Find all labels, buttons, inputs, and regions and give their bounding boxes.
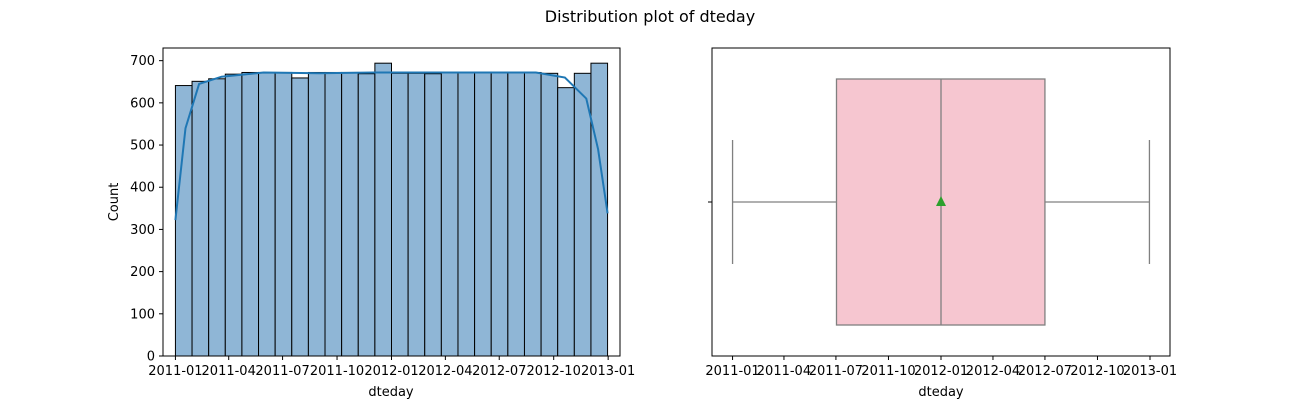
kde-line [174, 71, 609, 221]
histogram-x-tick-label: 2012-01 [364, 364, 418, 379]
histogram-y-ticks: 0 100 200 300 400 500 600 700 [130, 54, 163, 365]
histogram-bar [258, 71, 276, 357]
histogram-x-tick-label: 2013-01 [581, 364, 635, 379]
histogram-y-tick-label: 100 [130, 307, 155, 322]
histogram-y-axis-label: Count [107, 183, 122, 222]
boxplot-x-tick-label: 2011-01 [705, 364, 759, 379]
histogram-bar [357, 73, 376, 357]
histogram-x-tick-label: 2011-01 [148, 364, 202, 379]
histogram-x-tick-label: 2012-10 [527, 364, 581, 379]
histogram-bar [208, 78, 226, 357]
histogram-y-tick-label: 200 [130, 265, 155, 280]
histogram-x-tick-label: 2011-07 [255, 364, 309, 379]
boxplot-x-tick-label: 2011-07 [809, 364, 863, 379]
histogram-x-tick-label: 2011-04 [202, 364, 256, 379]
histogram-bar [573, 72, 592, 357]
histogram-bar [291, 77, 309, 357]
histogram-x-tick-label: 2012-04 [418, 364, 472, 379]
boxplot-x-tick-label: 2013-01 [1123, 364, 1177, 379]
histogram-bar [324, 71, 343, 357]
histogram-y-tick-label: 400 [130, 181, 155, 196]
boxplot-elements [731, 78, 1151, 326]
histogram-bar [341, 71, 359, 357]
boxplot-x-tick-label: 2012-07 [1018, 364, 1072, 379]
histogram-bar [507, 71, 525, 357]
histogram-bar [274, 71, 293, 357]
histogram-x-tick-label: 2012-07 [472, 364, 526, 379]
histogram-bar [457, 71, 476, 357]
histogram-y-tick-label: 500 [130, 139, 155, 154]
mean-marker [936, 196, 946, 206]
histogram-bar [391, 72, 409, 357]
histogram-bar [407, 72, 426, 357]
histogram-bar [374, 62, 392, 357]
histogram-bar [440, 71, 459, 357]
boxplot-x-tick-label: 2012-04 [966, 364, 1020, 379]
histogram-y-tick-label: 300 [130, 223, 155, 238]
histogram-x-axis-label: dteday [368, 385, 414, 400]
histogram-bar [557, 87, 575, 357]
histogram-bar [241, 71, 260, 357]
histogram-bar [474, 71, 492, 357]
histogram-x-tick-label: 2011-10 [310, 364, 364, 379]
boxplot-x-tick-label: 2012-01 [914, 364, 968, 379]
histogram-bar [307, 71, 326, 357]
histogram-bar [191, 80, 210, 357]
histogram-bar [540, 72, 559, 357]
histogram-bar [424, 73, 442, 357]
boxplot-panel: 2011-012011-042011-072011-102012-012012-… [705, 47, 1177, 400]
histogram-bar [590, 62, 609, 357]
boxplot-x-tick-label: 2011-04 [757, 364, 811, 379]
boxplot-x-axis-label: dteday [918, 385, 964, 400]
figure-title: Distribution plot of dteday [545, 7, 755, 26]
histogram-bar [224, 73, 243, 357]
boxplot-x-ticks: 2011-012011-042011-072011-102012-012012-… [705, 356, 1177, 379]
histogram-y-tick-label: 0 [147, 350, 155, 365]
histogram-bar [174, 85, 193, 357]
histogram-y-tick-label: 700 [130, 54, 155, 69]
boxplot-x-tick-label: 2012-10 [1070, 364, 1124, 379]
histogram-bars [174, 62, 609, 357]
histogram-bar [490, 71, 509, 357]
histogram-bar [523, 71, 542, 357]
histogram-y-tick-label: 600 [130, 96, 155, 111]
boxplot-x-tick-label: 2011-10 [861, 364, 915, 379]
